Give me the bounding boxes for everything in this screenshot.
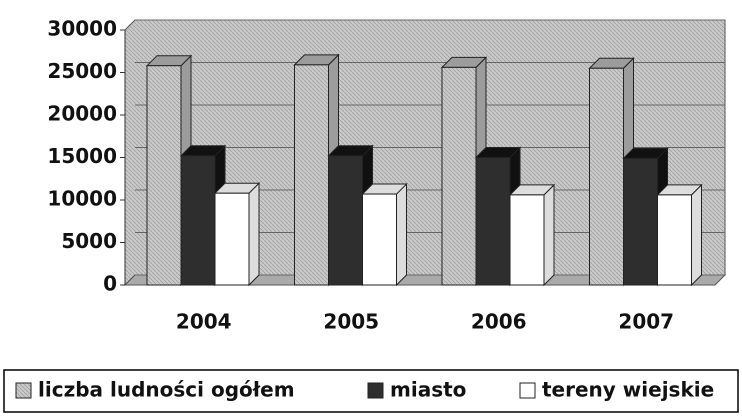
legend-label: liczba ludności ogółem <box>38 378 295 402</box>
bar <box>623 157 658 286</box>
y-tick-label: 5000 <box>61 229 117 253</box>
y-tick-label: 20000 <box>47 102 117 126</box>
bar-side <box>248 181 260 287</box>
legend-swatch <box>367 382 384 399</box>
bar <box>441 66 477 286</box>
bar-side <box>691 183 702 287</box>
bar <box>362 193 397 286</box>
bar <box>214 192 250 286</box>
x-tick-label: 2006 <box>471 310 527 334</box>
legend-swatch <box>519 382 536 399</box>
bar <box>589 67 624 286</box>
bar <box>328 155 363 286</box>
y-tick-label: 30000 <box>47 17 117 41</box>
bar <box>294 64 329 286</box>
bar <box>180 155 216 286</box>
x-tick-label: 2004 <box>176 310 232 334</box>
bar <box>475 157 511 286</box>
bar <box>657 194 692 286</box>
x-tick-label: 2007 <box>618 310 674 334</box>
legend-label: miasto <box>390 378 466 402</box>
bar-side <box>396 182 407 287</box>
y-tick-label: 25000 <box>47 59 117 83</box>
x-tick-label: 2005 <box>323 310 379 334</box>
y-tick-label: 0 <box>103 272 117 296</box>
y-tick-label: 15000 <box>47 144 117 168</box>
bar <box>509 194 545 286</box>
legend-label: tereny wiejskie <box>542 378 714 402</box>
y-tick-label: 10000 <box>47 187 117 211</box>
bar-side <box>543 183 555 287</box>
legend-swatch <box>15 382 32 399</box>
bar <box>146 65 182 286</box>
